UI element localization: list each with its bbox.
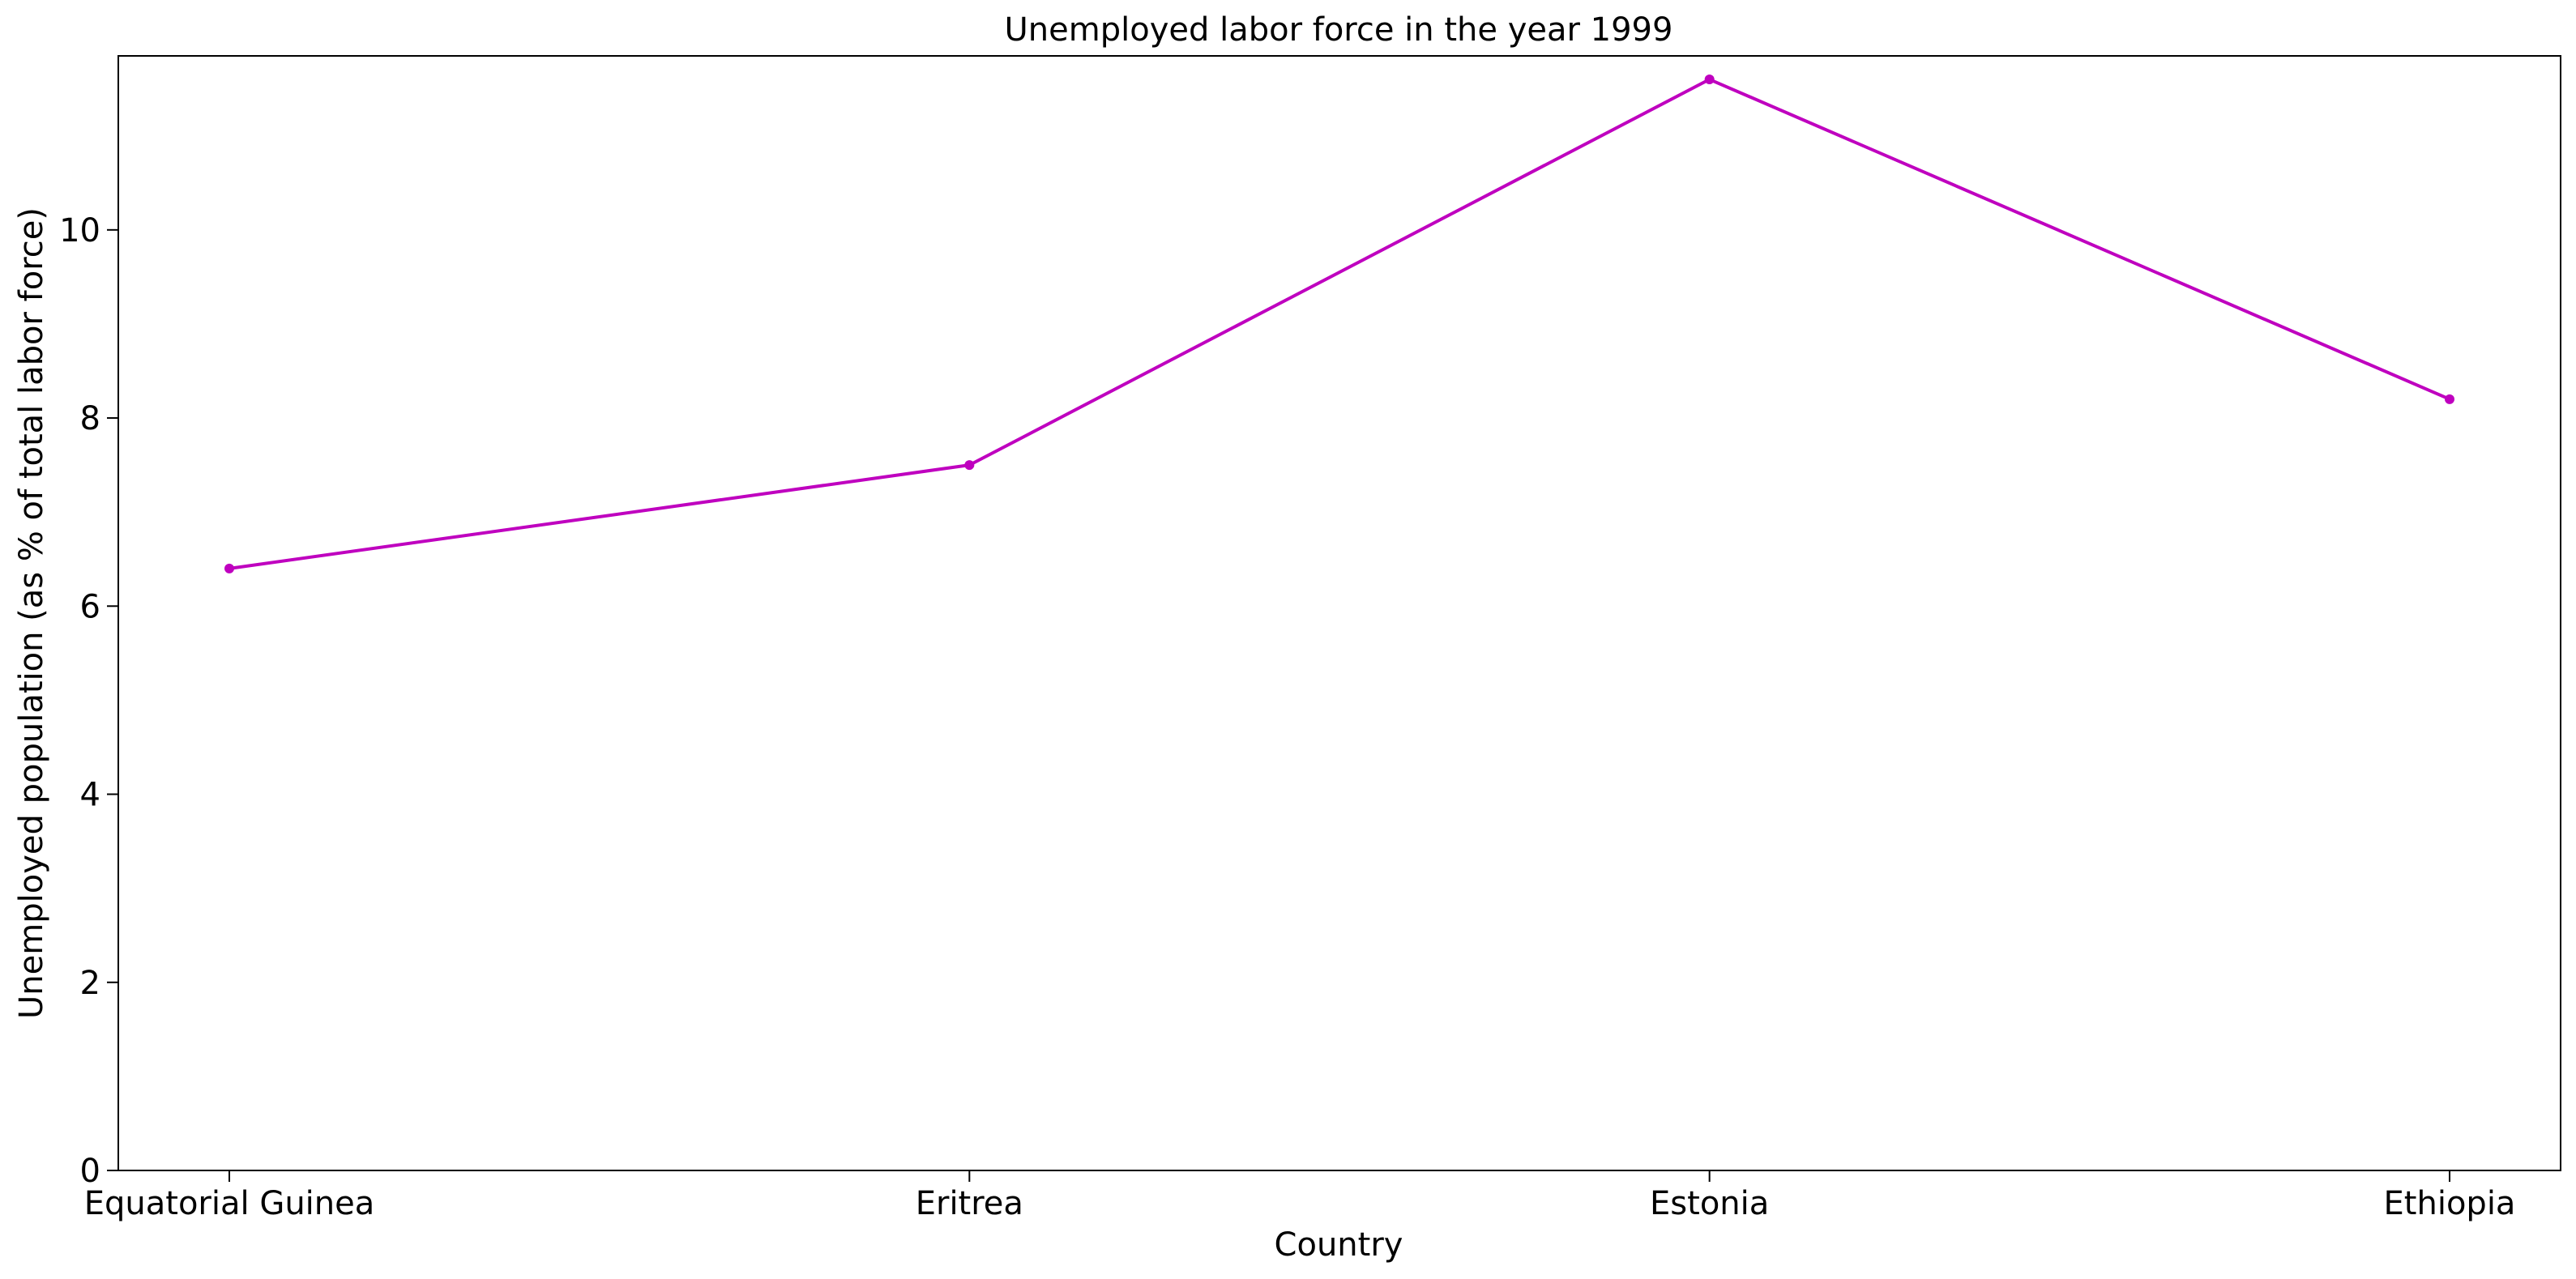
x-tick-label: Equatorial Guinea [84, 1185, 375, 1222]
y-tick-label: 0 [80, 1153, 100, 1190]
data-point [224, 563, 234, 573]
data-series [224, 75, 2454, 573]
y-tick-label: 10 [59, 212, 100, 249]
x-tick-label: Eritrea [916, 1185, 1023, 1222]
y-tick-label: 2 [80, 965, 100, 1002]
y-tick-label: 4 [80, 777, 100, 814]
series-line [229, 78, 2450, 570]
plot-area [117, 55, 2561, 1171]
y-tick-label: 8 [80, 400, 100, 437]
y-axis: 0 2 4 6 8 10 [59, 212, 118, 1190]
chart-title: Unemployed labor force in the year 1999 [1005, 11, 1673, 49]
data-point [2445, 394, 2454, 404]
x-tick-label: Estonia [1650, 1185, 1769, 1222]
data-point [964, 460, 975, 471]
y-tick-label: 6 [80, 588, 100, 625]
x-tick-label: Ethiopia [2384, 1185, 2516, 1222]
data-point [1704, 75, 1715, 85]
x-axis-label: Country [1275, 1226, 1403, 1264]
x-axis: Equatorial Guinea Eritrea Estonia Ethiopia [84, 1170, 2516, 1222]
y-axis-label: Unemployed population (as % of total lab… [13, 207, 50, 1019]
